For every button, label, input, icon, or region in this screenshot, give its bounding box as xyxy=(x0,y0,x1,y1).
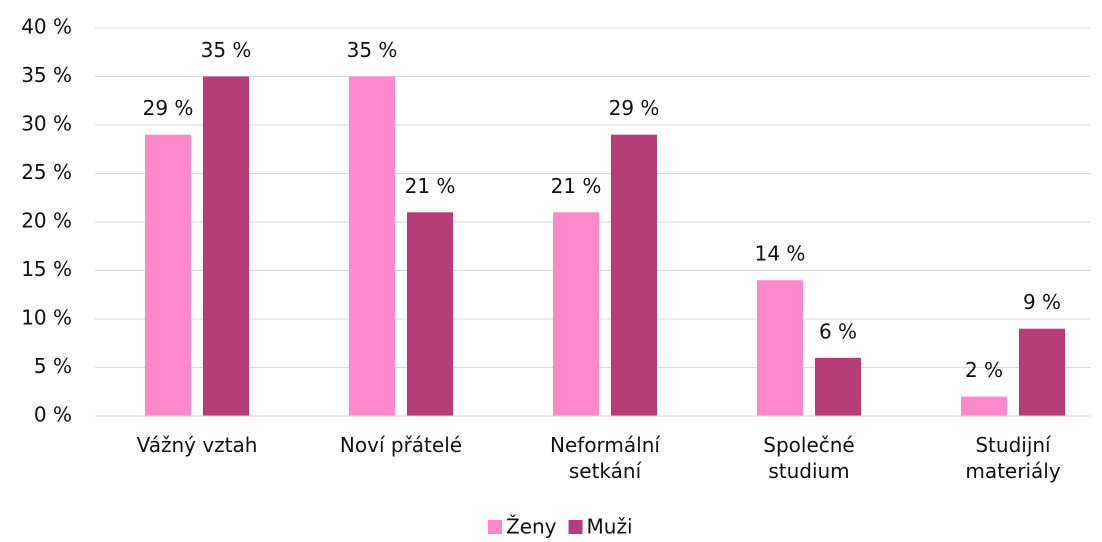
legend-label: Ženy xyxy=(506,515,557,539)
y-tick-label: 5 % xyxy=(34,354,72,378)
bar xyxy=(1019,328,1065,416)
data-label: 35 % xyxy=(201,38,252,62)
data-label: 2 % xyxy=(965,358,1003,382)
legend-swatch xyxy=(488,520,502,534)
bar xyxy=(145,134,191,416)
x-tick-label: Noví přátelé xyxy=(339,433,463,457)
bar xyxy=(203,76,249,416)
legend-label: Muži xyxy=(587,515,633,539)
bar xyxy=(961,396,1007,416)
y-tick-label: 20 % xyxy=(21,209,72,233)
bar xyxy=(815,357,861,416)
bar xyxy=(407,212,453,416)
data-label: 35 % xyxy=(347,38,398,62)
y-tick-label: 25 % xyxy=(21,160,72,184)
data-label: 21 % xyxy=(405,174,456,198)
data-label: 21 % xyxy=(551,174,602,198)
data-label: 14 % xyxy=(755,242,806,266)
data-label: 9 % xyxy=(1023,290,1061,314)
legend-swatch xyxy=(568,520,583,534)
bar xyxy=(349,76,395,416)
bar xyxy=(757,280,803,416)
data-label: 29 % xyxy=(143,96,194,120)
x-tick-label: Studijní materiály xyxy=(965,433,1061,483)
y-tick-label: 15 % xyxy=(21,257,72,281)
data-label: 29 % xyxy=(609,96,660,120)
y-tick-label: 40 % xyxy=(21,15,72,39)
x-tick-label: Společné studium xyxy=(763,433,855,483)
bar xyxy=(553,212,599,416)
y-tick-label: 0 % xyxy=(34,403,72,427)
y-tick-label: 30 % xyxy=(21,112,72,136)
bar xyxy=(611,134,657,416)
x-tick-label: Neformální setkání xyxy=(550,433,660,483)
y-tick-label: 35 % xyxy=(21,63,72,87)
data-label: 6 % xyxy=(819,319,857,343)
y-tick-label: 10 % xyxy=(21,306,72,330)
x-tick-label: Vážný vztah xyxy=(136,433,258,457)
